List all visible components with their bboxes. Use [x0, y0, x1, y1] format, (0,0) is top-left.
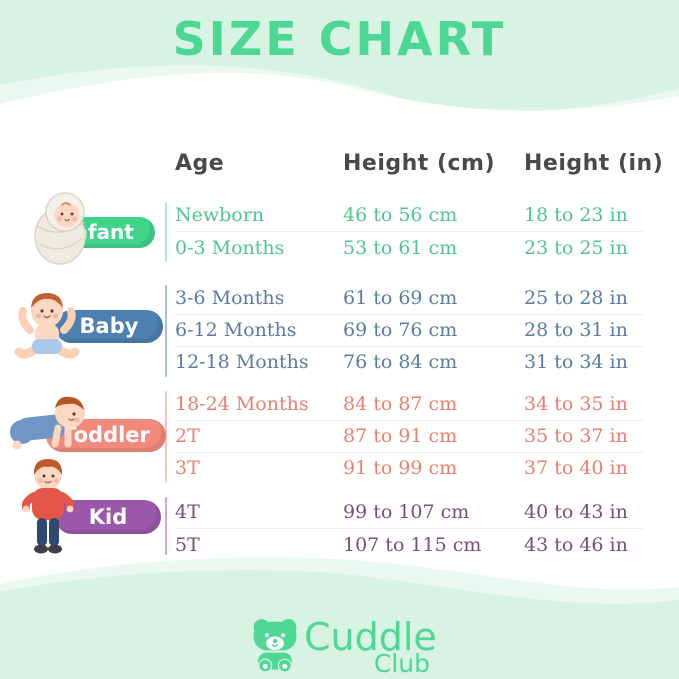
height-in-cell: 34 to 35 in [524, 393, 628, 415]
row-divider [175, 314, 643, 315]
brand-suffix: Club [373, 649, 430, 678]
row-divider [175, 528, 643, 529]
height-in-cell: 40 to 43 in [524, 501, 628, 523]
sitting-baby-icon [14, 293, 80, 359]
kid-group-bar [165, 497, 167, 555]
table-row: Newborn 46 to 56 cm 18 to 23 in [175, 200, 647, 231]
height-in-cell: 23 to 25 in [524, 237, 628, 259]
row-divider [175, 231, 643, 232]
swaddled-infant-icon [34, 192, 86, 265]
age-cell: 12-18 Months [175, 351, 309, 373]
age-cell: 3T [175, 457, 200, 479]
baby-group-bar [165, 285, 167, 377]
height-cm-cell: 46 to 56 cm [343, 204, 458, 226]
column-header-height-cm: Height (cm) [343, 151, 496, 176]
row-divider [175, 346, 643, 347]
height-in-cell: 43 to 46 in [524, 534, 628, 556]
height-cm-cell: 99 to 107 cm [343, 501, 470, 523]
row-divider [175, 452, 643, 453]
age-cell: Newborn [175, 204, 265, 226]
teddy-bear-logo-icon [253, 619, 297, 673]
age-cell: 18-24 Months [175, 393, 309, 415]
age-cell: 5T [175, 534, 200, 556]
height-cm-cell: 84 to 87 cm [343, 393, 458, 415]
height-cm-cell: 107 to 115 cm [343, 534, 482, 556]
row-divider [175, 420, 643, 421]
table-row: 5T 107 to 115 cm 43 to 46 in [175, 530, 647, 561]
height-cm-cell: 76 to 84 cm [343, 351, 458, 373]
column-header-height-in: Height (in) [524, 151, 664, 176]
brand-name: Cuddle [304, 615, 437, 659]
height-in-cell: 35 to 37 in [524, 425, 628, 447]
height-in-cell: 28 to 31 in [524, 319, 628, 341]
table-row: 3T 91 to 99 cm 37 to 40 in [175, 453, 647, 484]
height-cm-cell: 69 to 76 cm [343, 319, 458, 341]
age-cell: 3-6 Months [175, 287, 285, 309]
height-cm-cell: 61 to 69 cm [343, 287, 458, 309]
table-row: 6-12 Months 69 to 76 cm 28 to 31 in [175, 315, 647, 346]
table-row: 3-6 Months 61 to 69 cm 25 to 28 in [175, 283, 647, 314]
table-row: 0-3 Months 53 to 61 cm 23 to 25 in [175, 233, 647, 264]
age-cell: 0-3 Months [175, 237, 285, 259]
height-cm-cell: 87 to 91 cm [343, 425, 458, 447]
height-cm-cell: 91 to 99 cm [343, 457, 458, 479]
table-row: 4T 99 to 107 cm 40 to 43 in [175, 497, 647, 528]
table-row: 12-18 Months 76 to 84 cm 31 to 34 in [175, 347, 647, 378]
age-cell: 6-12 Months [175, 319, 297, 341]
column-header-age: Age [175, 151, 225, 176]
infant-group-bar [165, 202, 167, 262]
height-in-cell: 18 to 23 in [524, 204, 628, 226]
height-in-cell: 31 to 34 in [524, 351, 628, 373]
standing-kid-icon [22, 459, 75, 554]
crawling-toddler-icon [10, 396, 85, 450]
height-in-cell: 37 to 40 in [524, 457, 628, 479]
table-row: 2T 87 to 91 cm 35 to 37 in [175, 421, 647, 452]
age-cell: 2T [175, 425, 200, 447]
page-title: SIZE CHART [172, 12, 507, 66]
table-row: 18-24 Months 84 to 87 cm 34 to 35 in [175, 389, 647, 420]
height-cm-cell: 53 to 61 cm [343, 237, 458, 259]
age-cell: 4T [175, 501, 200, 523]
toddler-group-bar [165, 391, 167, 483]
height-in-cell: 25 to 28 in [524, 287, 628, 309]
